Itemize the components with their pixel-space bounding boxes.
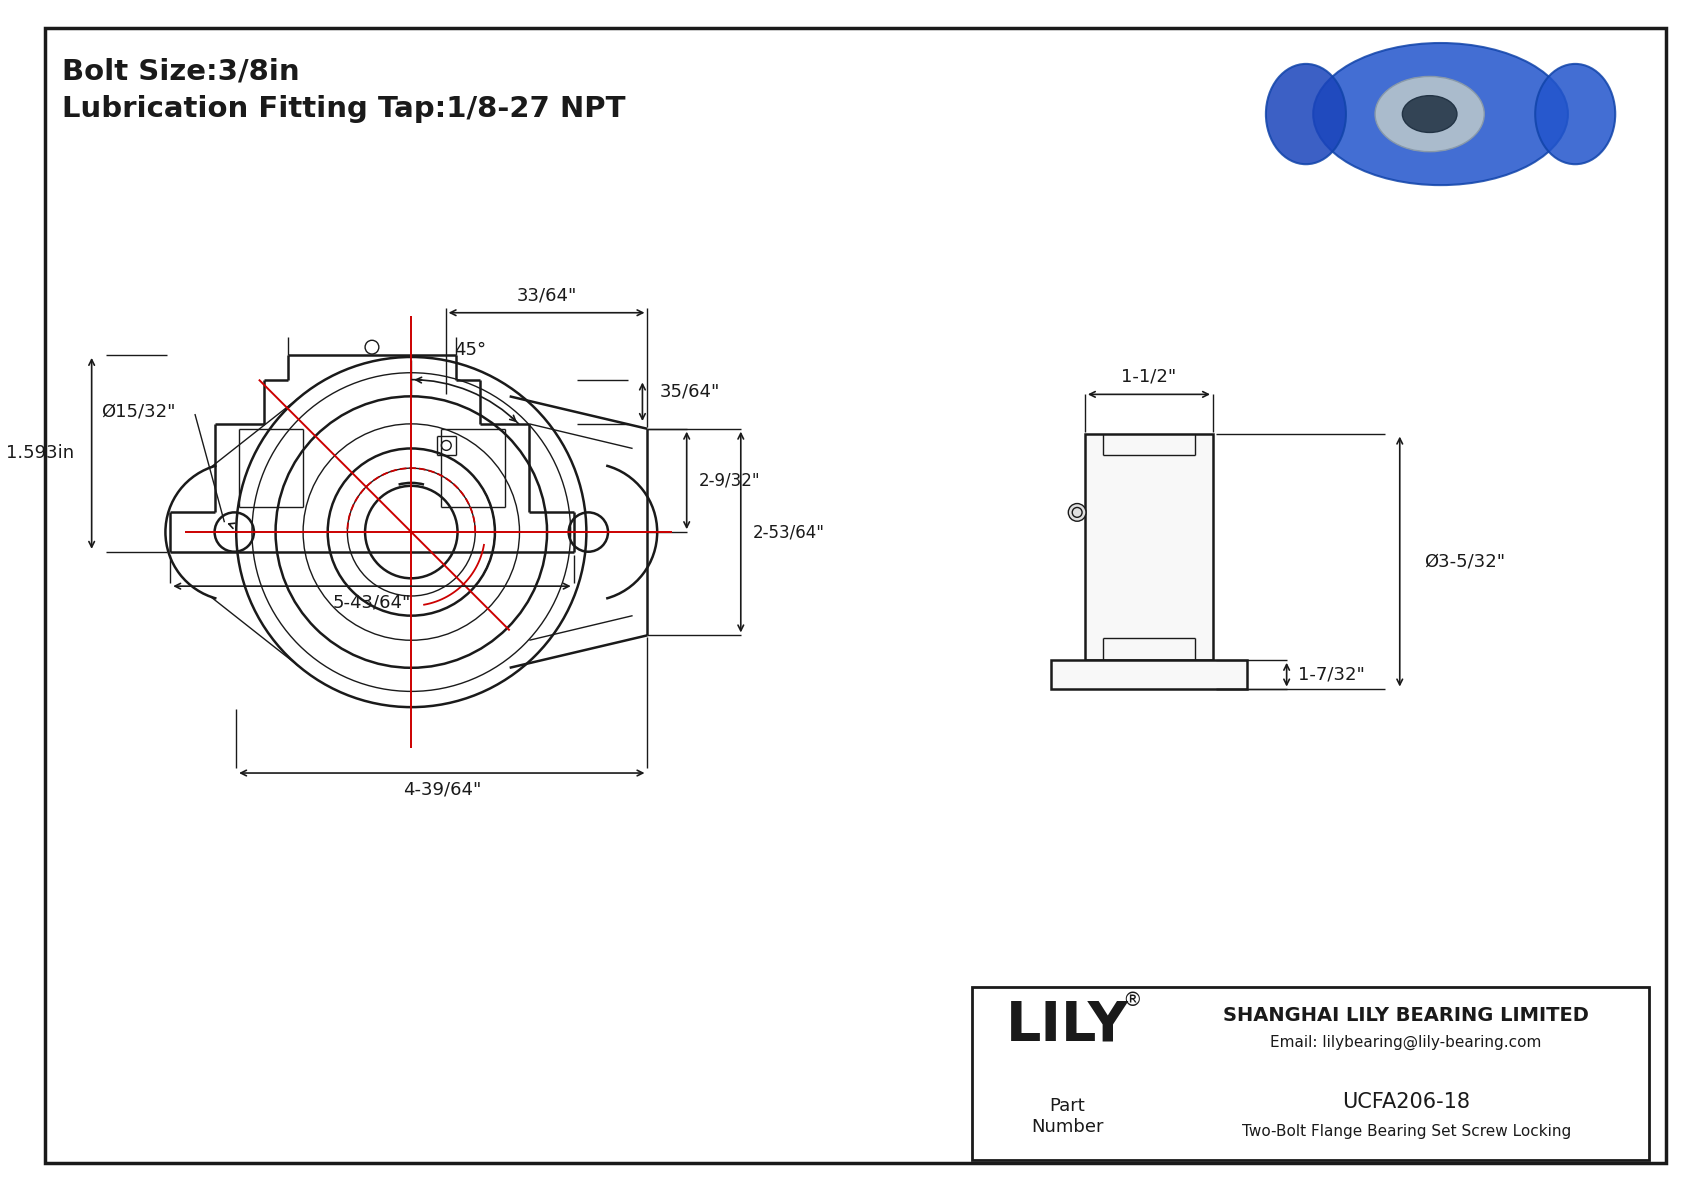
- Text: Bolt Size:3/8in: Bolt Size:3/8in: [62, 58, 300, 86]
- Text: SHANGHAI LILY BEARING LIMITED: SHANGHAI LILY BEARING LIMITED: [1223, 1006, 1590, 1025]
- Text: 2-9/32": 2-9/32": [699, 472, 759, 490]
- Ellipse shape: [1266, 64, 1346, 164]
- Text: 33/64": 33/64": [517, 286, 576, 304]
- Text: 1.593in: 1.593in: [5, 444, 74, 462]
- Text: Email: lilybearing@lily-bearing.com: Email: lilybearing@lily-bearing.com: [1270, 1035, 1543, 1050]
- Text: ®: ®: [1123, 991, 1142, 1010]
- Bar: [972, 987, 1649, 1160]
- Text: LILY: LILY: [1005, 998, 1128, 1053]
- Text: 4-39/64": 4-39/64": [402, 781, 482, 799]
- Ellipse shape: [1403, 95, 1457, 132]
- Text: 5-43/64": 5-43/64": [333, 594, 411, 612]
- Text: 1-1/2": 1-1/2": [1122, 368, 1177, 386]
- Bar: [1051, 660, 1248, 690]
- Ellipse shape: [1376, 76, 1484, 151]
- Ellipse shape: [1314, 43, 1568, 185]
- Bar: [1084, 434, 1212, 660]
- Text: Part
Number: Part Number: [1031, 1097, 1103, 1136]
- Text: Two-Bolt Flange Bearing Set Screw Locking: Two-Bolt Flange Bearing Set Screw Lockin…: [1241, 1124, 1571, 1139]
- Circle shape: [1068, 504, 1086, 522]
- Text: 45°: 45°: [455, 341, 487, 360]
- Text: 2-53/64": 2-53/64": [753, 523, 825, 541]
- Text: Ø3-5/32": Ø3-5/32": [1425, 553, 1505, 570]
- Text: 35/64": 35/64": [660, 384, 721, 401]
- Text: UCFA206-18: UCFA206-18: [1342, 1092, 1470, 1111]
- Text: 1-7/32": 1-7/32": [1298, 666, 1366, 684]
- Ellipse shape: [1536, 64, 1615, 164]
- Text: Lubrication Fitting Tap:1/8-27 NPT: Lubrication Fitting Tap:1/8-27 NPT: [62, 95, 626, 123]
- Text: Ø15/32": Ø15/32": [101, 403, 177, 420]
